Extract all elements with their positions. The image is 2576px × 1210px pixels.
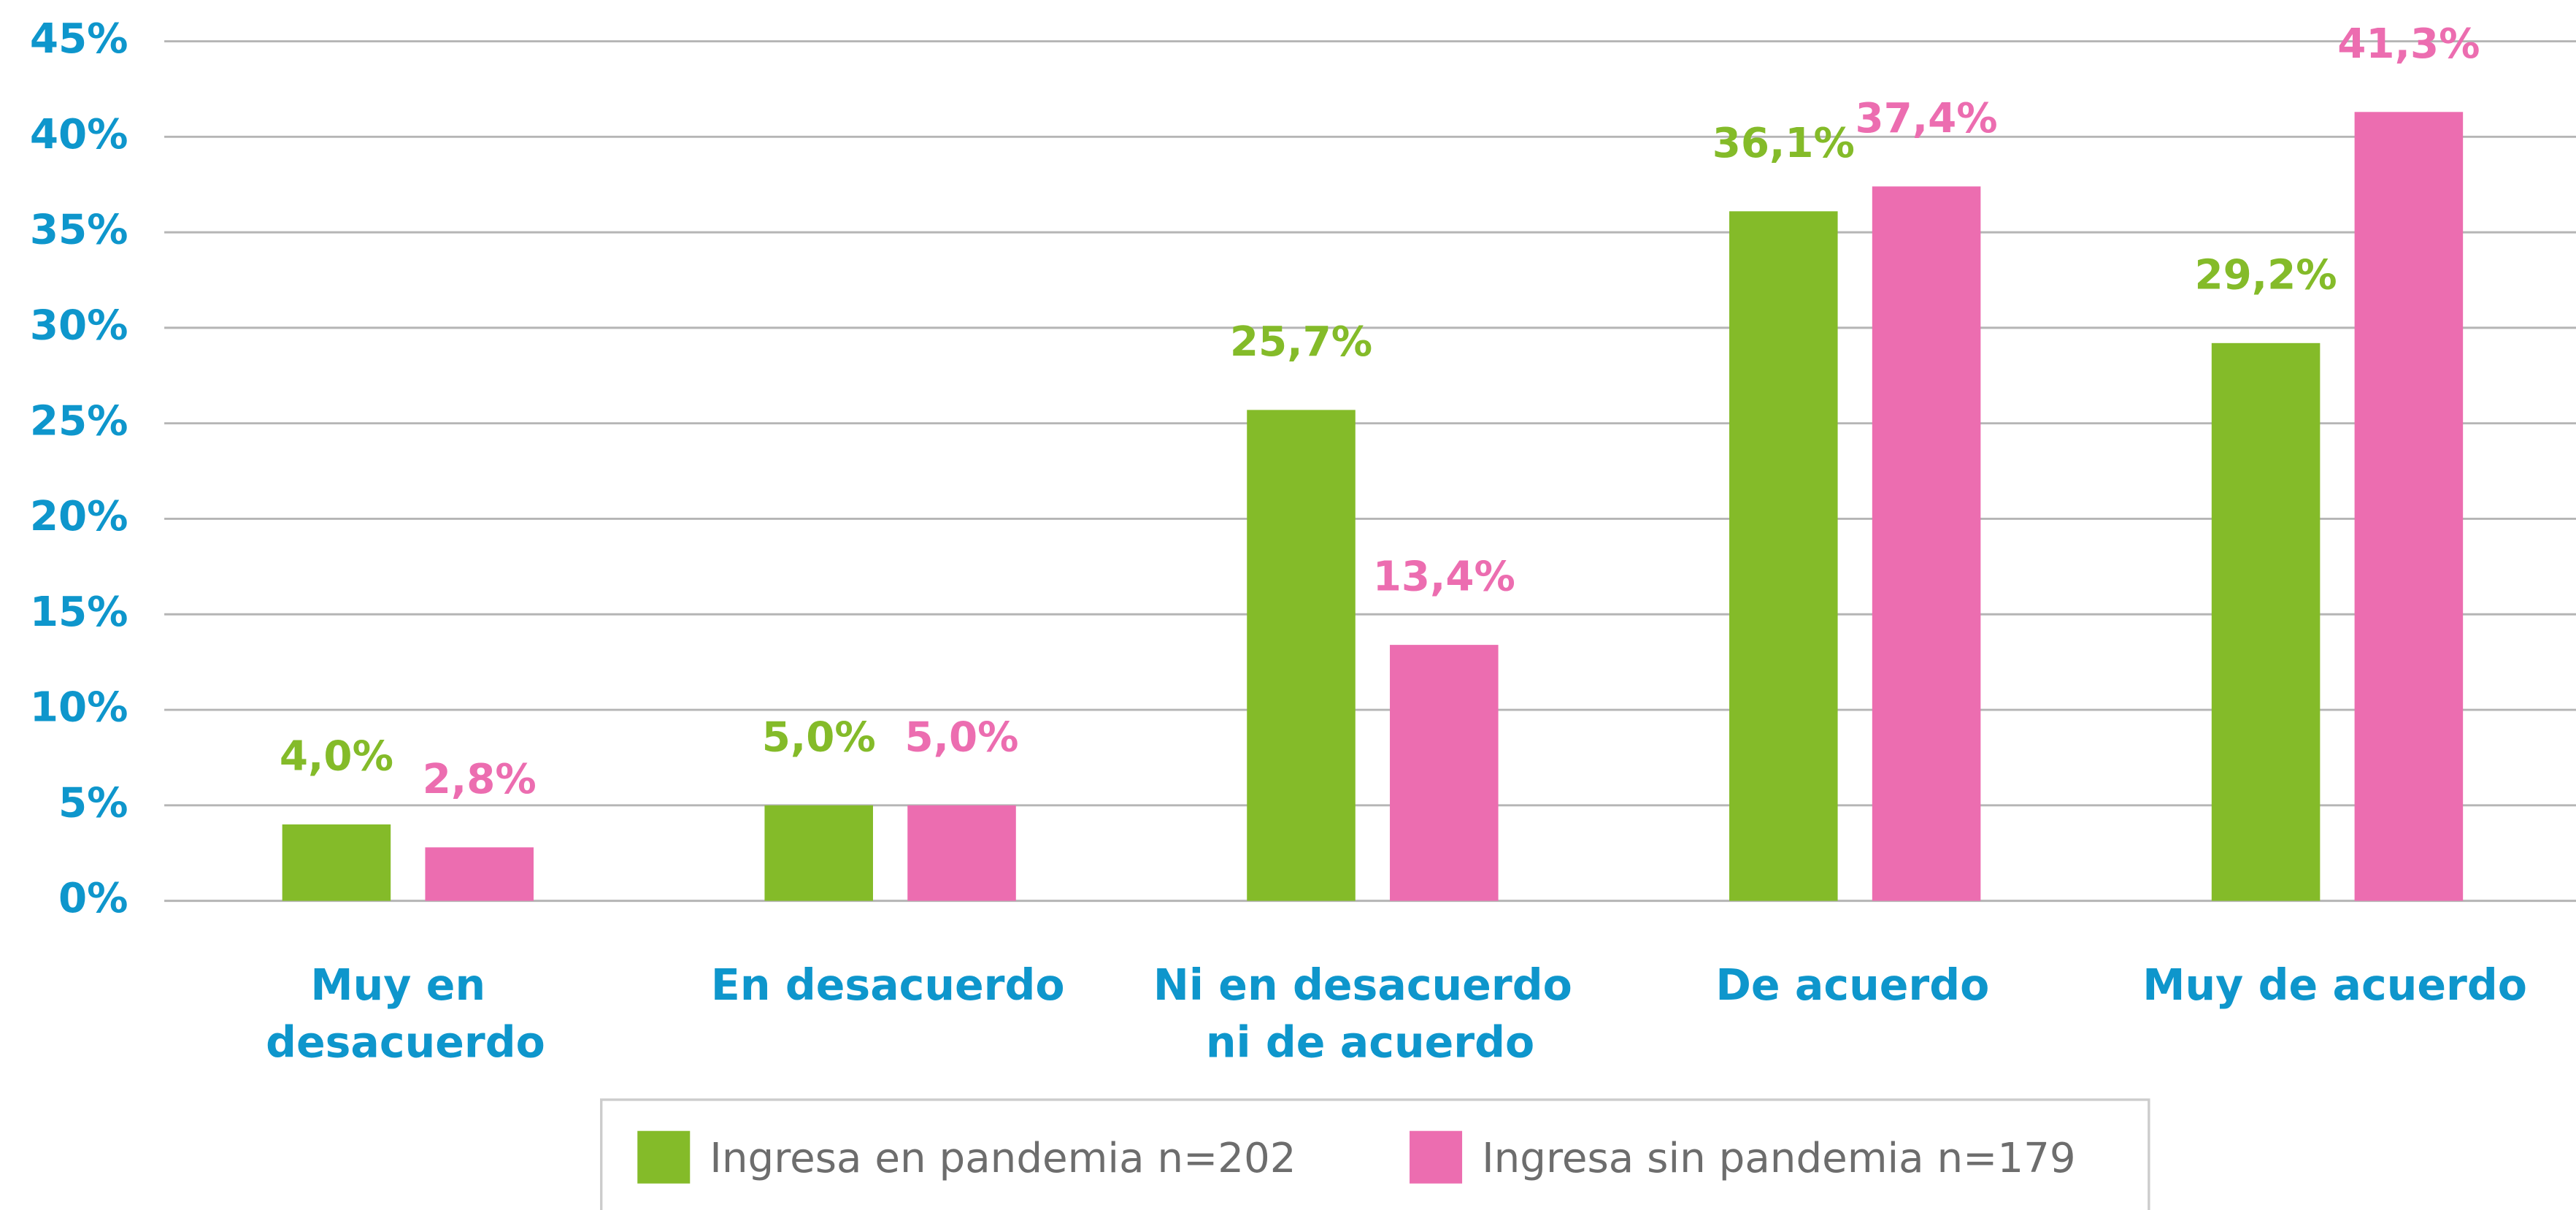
y-tick-label: 45% — [30, 15, 128, 63]
bar — [907, 805, 1016, 901]
y-tick-label: 0% — [58, 875, 128, 922]
value-label: 36,1% — [1712, 120, 1855, 167]
legend-label: Ingresa en pandemia n=202 — [710, 1135, 1296, 1182]
legend-label: Ingresa sin pandemia n=179 — [1482, 1135, 2076, 1182]
y-tick-label: 15% — [30, 589, 128, 636]
y-tick-label: 25% — [30, 397, 128, 445]
x-tick-label: Muy en desacuerdo — [266, 960, 545, 1068]
y-tick-label: 5% — [58, 779, 128, 827]
bar — [2211, 342, 2321, 901]
bar — [1247, 410, 1356, 901]
legend-swatch — [637, 1130, 691, 1184]
x-tick-label: De acuerdo — [1715, 960, 1989, 1010]
y-tick-label: 20% — [30, 493, 128, 540]
y-tick-label: 40% — [30, 111, 128, 158]
y-tick-label: 30% — [30, 302, 128, 350]
value-label: 4,0% — [280, 733, 393, 781]
x-tick-label: Muy de acuerdo — [2142, 960, 2527, 1010]
bar — [2354, 112, 2464, 901]
bar — [1390, 645, 1499, 901]
legend-box — [600, 1098, 2150, 1210]
bar — [1872, 186, 1981, 901]
bar — [282, 824, 391, 901]
value-label: 37,4% — [1856, 95, 1998, 142]
value-label: 25,7% — [1230, 318, 1372, 366]
legend-swatch — [1410, 1130, 1463, 1184]
value-label: 5,0% — [905, 713, 1019, 761]
x-tick-label: En desacuerdo — [711, 960, 1065, 1010]
value-label: 29,2% — [2195, 251, 2337, 299]
value-label: 2,8% — [423, 756, 537, 803]
bar — [425, 847, 534, 901]
bar — [1729, 211, 1838, 901]
bar — [764, 805, 873, 901]
value-label: 5,0% — [762, 713, 876, 761]
x-tick-label: Ni en desacuerdo ni de acuerdo — [1153, 960, 1587, 1068]
value-label: 13,4% — [1373, 554, 1515, 601]
y-tick-label: 10% — [30, 684, 128, 732]
y-tick-label: 35% — [30, 207, 128, 254]
value-label: 41,3% — [2337, 20, 2480, 68]
